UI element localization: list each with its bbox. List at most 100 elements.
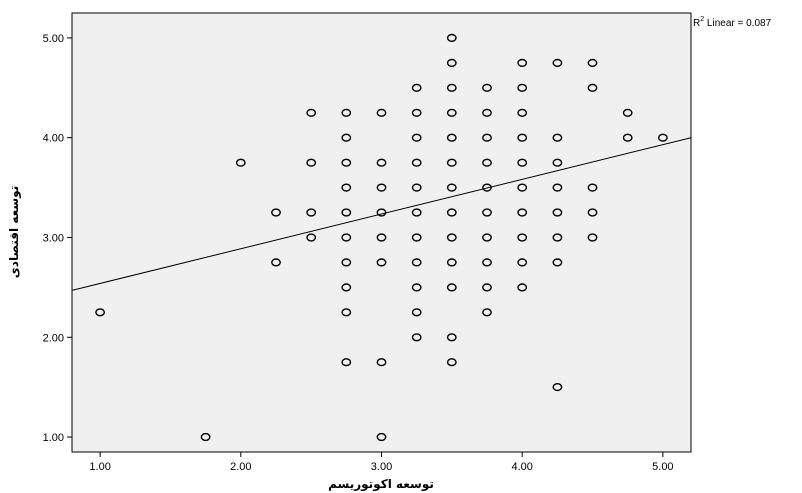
data-point (200, 432, 211, 442)
data-point (411, 258, 422, 267)
data-point (446, 258, 457, 267)
y-axis: 1.00 2.00 3.00 4.00 5.00 (43, 33, 72, 444)
scatter-points (95, 33, 668, 442)
data-point (517, 183, 528, 192)
data-point (376, 358, 387, 367)
data-point (482, 183, 492, 192)
y-axis-title: توسعه اقتصادی (7, 186, 22, 278)
data-point (446, 33, 457, 43)
data-point (95, 308, 106, 317)
y-tick-label: 1.00 (43, 432, 64, 444)
x-tick-label: 5.00 (652, 461, 673, 473)
data-point (446, 183, 457, 192)
data-point (552, 158, 563, 167)
data-point (517, 258, 528, 267)
data-point (341, 183, 352, 192)
data-point (235, 158, 246, 167)
data-point (446, 58, 457, 68)
data-point (411, 208, 422, 217)
data-point (482, 108, 492, 117)
data-point (587, 208, 598, 217)
data-point (376, 258, 387, 267)
data-point (306, 233, 317, 242)
data-point (446, 108, 457, 117)
data-point (517, 133, 528, 142)
y-tick-label: 5.00 (43, 33, 64, 45)
data-point (411, 158, 422, 167)
data-point (587, 233, 598, 242)
data-point (341, 208, 352, 217)
data-point (341, 283, 352, 292)
data-point (482, 83, 492, 92)
data-point (446, 208, 457, 217)
data-point (446, 358, 457, 367)
data-point (376, 233, 387, 242)
data-point (482, 308, 492, 317)
data-point (411, 83, 422, 92)
data-point (271, 258, 281, 267)
data-point (446, 158, 457, 167)
data-point (446, 233, 457, 242)
y-tick-label: 4.00 (43, 133, 64, 145)
data-point (341, 258, 352, 267)
data-point (587, 58, 598, 68)
data-point (517, 283, 528, 292)
data-point (306, 108, 317, 117)
data-point (411, 233, 422, 242)
data-point (517, 208, 528, 217)
data-point (271, 208, 281, 217)
data-point (517, 233, 528, 242)
data-point (517, 108, 528, 117)
data-point (341, 108, 352, 117)
data-point (306, 208, 317, 217)
data-point (622, 108, 633, 117)
data-point (306, 158, 317, 167)
data-point (552, 258, 563, 267)
data-point (482, 208, 492, 217)
y-tick-label: 2.00 (43, 332, 64, 344)
r-squared-label: R2 Linear = 0.087 (693, 16, 772, 29)
data-point (517, 83, 528, 92)
data-point (376, 183, 387, 192)
data-point (552, 133, 563, 142)
data-point (411, 308, 422, 317)
data-point (341, 158, 352, 167)
data-point (411, 133, 422, 142)
data-point (482, 158, 492, 167)
x-tick-label: 2.00 (230, 461, 251, 473)
data-point (482, 133, 492, 142)
r-squared-superscript: 2 (700, 16, 704, 23)
data-point (552, 233, 563, 242)
data-point (446, 83, 457, 92)
plot-area (71, 12, 692, 453)
data-point (552, 183, 563, 192)
data-point (552, 58, 563, 68)
data-point (446, 333, 457, 342)
data-point (411, 283, 422, 292)
data-point (411, 333, 422, 342)
data-point (482, 233, 492, 242)
data-point (341, 233, 352, 242)
data-point (482, 283, 492, 292)
data-point (552, 208, 563, 217)
x-axis: 1.00 2.00 3.00 4.00 5.00 (89, 452, 674, 473)
data-point (341, 308, 352, 317)
data-point (517, 158, 528, 167)
x-axis-title: توسعه اکوتوریسم (328, 477, 434, 492)
data-point (482, 258, 492, 267)
data-point (622, 133, 633, 142)
data-point (587, 83, 598, 92)
data-point (341, 358, 352, 367)
data-point (446, 283, 457, 292)
data-point (341, 133, 352, 142)
x-tick-label: 3.00 (371, 461, 392, 473)
data-point (411, 183, 422, 192)
data-point (658, 133, 668, 142)
x-tick-label: 1.00 (89, 461, 110, 473)
data-point (411, 108, 422, 117)
data-point (376, 432, 387, 442)
data-point (587, 183, 598, 192)
r-squared-value: Linear = 0.087 (704, 18, 771, 29)
fit-line (71, 137, 692, 291)
